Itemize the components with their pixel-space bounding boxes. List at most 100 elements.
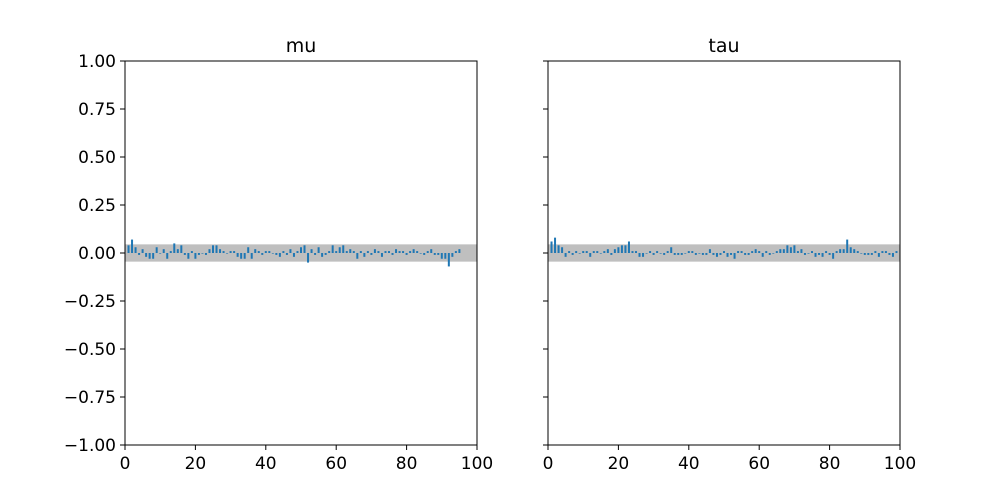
autocorrelation-bar	[451, 253, 454, 257]
autocorrelation-bar	[585, 251, 588, 253]
autocorrelation-bar	[638, 253, 641, 257]
autocorrelation-bar	[744, 253, 747, 255]
autocorrelation-bar	[395, 249, 398, 253]
autocorrelation-bar	[141, 249, 144, 253]
autocorrelation-bar	[786, 245, 789, 253]
autocorrelation-bar	[839, 249, 842, 253]
autocorrelation-bar	[285, 253, 288, 255]
autocorrelation-bar	[680, 253, 683, 255]
autocorrelation-bar	[229, 251, 232, 253]
autocorrelation-bar	[363, 253, 366, 257]
y-tick-label: −0.75	[64, 388, 116, 408]
autocorrelation-bar	[884, 251, 887, 253]
autocorrelation-bar	[402, 251, 405, 253]
panel-tau: tau 0 20 40 60 80 100	[543, 35, 917, 474]
autocorrelation-bar	[138, 253, 141, 255]
autocorrelation-bar	[335, 251, 338, 253]
autocorrelation-bar	[194, 253, 197, 259]
autocorrelation-bar	[874, 251, 877, 253]
autocorrelation-bar	[437, 253, 440, 255]
autocorrelation-bar	[352, 251, 355, 253]
autocorrelation-bar	[691, 251, 694, 253]
autocorrelation-bar	[310, 249, 313, 253]
autocorrelation-bar	[870, 253, 873, 255]
autocorrelation-bar	[380, 253, 383, 257]
autocorrelation-bar	[373, 249, 376, 253]
autocorrelation-bar	[789, 247, 792, 253]
autocorrelation-bar	[296, 251, 299, 253]
autocorrelation-bar	[342, 245, 345, 253]
autocorrelation-bar	[610, 253, 613, 255]
autocorrelation-bar	[314, 253, 317, 255]
autocorrelation-bar	[849, 247, 852, 253]
autocorrelation-bar	[846, 239, 849, 253]
autocorrelation-bar	[775, 251, 778, 253]
autocorrelation-bar	[557, 245, 560, 253]
autocorrelation-bar	[765, 251, 768, 253]
autocorrelation-bar	[447, 253, 450, 267]
autocorrelation-bar	[814, 253, 817, 257]
autocorrelation-bar	[796, 251, 799, 253]
autocorrelation-bar	[575, 251, 578, 253]
autocorrelation-bar	[359, 251, 362, 253]
autocorrelation-bar	[444, 253, 447, 259]
autocorrelation-bar	[433, 253, 436, 255]
x-tick-label: 0	[543, 454, 554, 474]
autocorrelation-bar	[331, 245, 334, 253]
autocorrelation-bar	[663, 253, 666, 255]
autocorrelation-bar	[624, 245, 627, 253]
autocorrelation-bar	[613, 249, 616, 253]
autocorrelation-bar	[666, 251, 669, 253]
autocorrelation-bar	[303, 245, 306, 253]
autocorrelation-bar	[645, 253, 648, 254]
autocorrelation-bar	[751, 251, 754, 253]
autocorrelation-bar	[842, 249, 845, 253]
autocorrelation-bar	[282, 251, 285, 253]
autocorrelation-bar	[818, 253, 821, 255]
autocorrelation-bar	[895, 251, 898, 253]
autocorrelation-bar	[825, 251, 828, 253]
autocorrelation-bar	[779, 249, 782, 253]
autocorrelation-bar	[599, 253, 602, 254]
autocorrelation-bar	[236, 253, 239, 257]
x-tick-label: 20	[608, 454, 630, 474]
x-tick-label: 100	[461, 454, 493, 474]
autocorrelation-bar	[328, 251, 331, 253]
autocorrelation-bar	[264, 251, 267, 253]
autocorrelation-bar	[289, 249, 292, 253]
autocorrelation-bar	[215, 245, 218, 253]
autocorrelation-bar	[155, 247, 158, 253]
autocorrelation-bar	[737, 251, 740, 253]
y-tick-label: 0.50	[78, 148, 116, 168]
autocorrelation-bar	[250, 253, 253, 259]
autocorrelation-bar	[278, 253, 281, 257]
autocorrelation-bar	[596, 251, 599, 253]
autocorrelation-bar	[592, 251, 595, 253]
autocorrelation-bar	[673, 253, 676, 255]
y-tick-label: −1.00	[64, 436, 116, 456]
y-tick-label: 1.00	[78, 52, 116, 72]
autocorrelation-bar	[324, 253, 327, 255]
autocorrelation-bar	[458, 249, 461, 253]
y-tick-label: −0.50	[64, 340, 116, 360]
autocorrelation-bar	[684, 253, 687, 254]
autocorrelation-bar	[747, 253, 750, 255]
autocorrelation-bar	[715, 253, 718, 257]
autocorrelation-bar	[635, 251, 637, 253]
autocorrelation-bar	[247, 247, 250, 253]
autocorrelation-bar	[603, 251, 606, 253]
autocorrelation-bar	[398, 251, 401, 253]
autocorrelation-bar	[187, 253, 190, 259]
autocorrelation-bar	[208, 249, 211, 253]
autocorrelation-bar	[642, 253, 645, 257]
autocorrelation-bar	[712, 253, 715, 255]
x-tick-label: 60	[748, 454, 770, 474]
autocorrelation-bar	[761, 253, 764, 257]
autocorrelation-bar	[243, 253, 246, 259]
x-tick-label: 80	[396, 454, 418, 474]
autocorrelation-bar	[219, 249, 222, 253]
x-tick-label: 60	[325, 454, 347, 474]
autocorrelation-bar	[723, 251, 725, 253]
panel-mu: mu 0 20 40 60 80 100 1.00 0.75 0.50 0.25 0.00 −0.25 −…	[64, 35, 493, 474]
